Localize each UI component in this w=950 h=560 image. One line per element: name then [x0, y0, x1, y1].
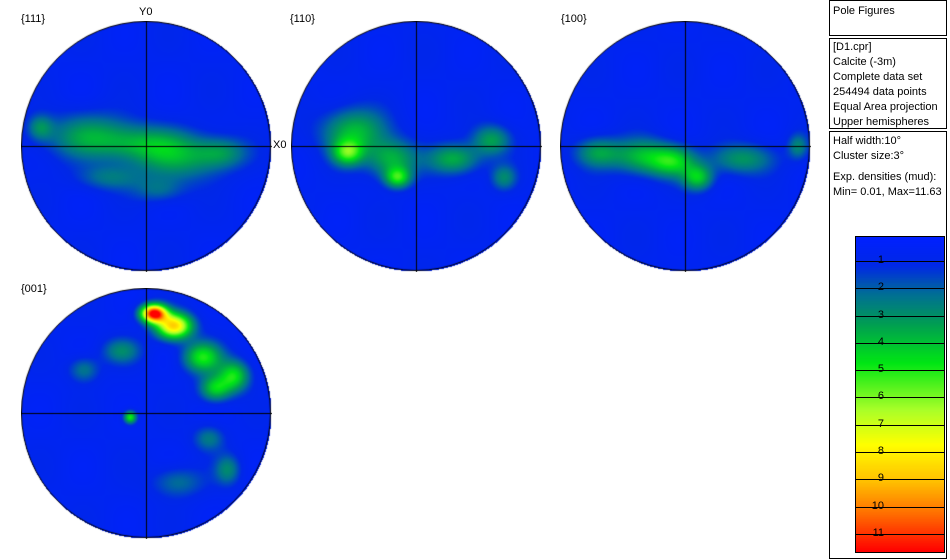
legend-tick-label: 1 — [877, 254, 884, 266]
pole-figure-area: {111} {110} {100} {001} Y0 X0 — [21, 6, 811, 539]
legend-tick-line — [855, 342, 945, 344]
legend-tick-line — [855, 451, 945, 453]
legend-tick-line — [855, 370, 945, 372]
legend-tick-line — [855, 315, 945, 317]
legend-tick-line — [855, 479, 945, 481]
figure-label-111: {111} — [21, 13, 46, 25]
figure-label-100: {100} — [561, 13, 587, 25]
legend-tick-label: 4 — [877, 335, 884, 348]
legend-tick-line — [855, 261, 945, 262]
legend-tick-line — [855, 288, 945, 290]
y-axis-label: Y0 — [139, 6, 153, 18]
info-line-points: 254494 data points — [833, 86, 927, 98]
legend-tick-line — [855, 397, 945, 399]
legend-tick-line — [855, 533, 945, 535]
info-line-subset: Complete data set — [833, 71, 923, 83]
legend-tick-line — [855, 506, 945, 508]
info-line-phase: Calcite (-3m) — [833, 56, 896, 68]
pole-figure-001 — [21, 288, 272, 539]
panel-title: Pole Figures — [833, 5, 895, 17]
legend-tick-label: 9 — [877, 472, 884, 485]
x-axis-label: X0 — [273, 139, 287, 151]
legend-tick-label: 2 — [877, 281, 884, 294]
figure-label-110: {110} — [290, 13, 315, 25]
info-line-hemisphere: Upper hemispheres — [833, 116, 929, 128]
densities-label: Exp. densities (mud): — [833, 171, 937, 183]
legend-tick-label: 6 — [877, 390, 884, 403]
legend-tick-label: 10 — [871, 499, 884, 512]
legend-tick-label: 3 — [877, 308, 884, 321]
legend-tick-label: 8 — [877, 444, 884, 457]
pole-figure-110 — [291, 21, 542, 272]
min-max-text: Min= 0.01, Max=11.63 — [833, 186, 942, 198]
dataset-info-panel: [D1.cpr] Calcite (-3m) Complete data set… — [829, 38, 947, 129]
info-line-file: [D1.cpr] — [833, 41, 872, 53]
legend-tick-label: 7 — [877, 417, 884, 430]
pole-figure-111 — [21, 21, 272, 272]
pole-figure-100 — [560, 21, 811, 272]
legend-tick-line — [855, 424, 945, 426]
legend-tick-label: 11 — [872, 526, 884, 539]
legend-tick-label: 5 — [877, 363, 884, 376]
title-panel: Pole Figures — [829, 0, 947, 36]
figure-label-001: {001} — [21, 283, 47, 295]
half-width-text: Half width:10° — [833, 135, 901, 147]
info-line-projection: Equal Area projection — [833, 101, 938, 113]
cluster-size-text: Cluster size:3° — [833, 150, 905, 162]
